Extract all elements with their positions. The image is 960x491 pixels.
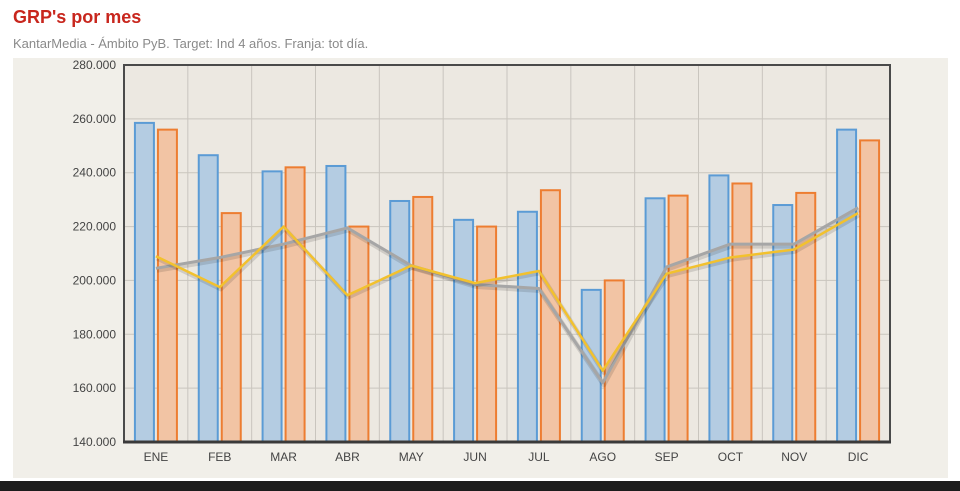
bar-series-b [220,212,242,443]
chart-title: GRP's por mes [13,7,142,27]
bar-series-a [644,197,666,443]
line-series-yellow [155,212,859,372]
bar-series-a [453,218,475,443]
bar-series-a [772,204,794,443]
x-tick-label: OCT [718,450,744,464]
bar-series-b [667,194,689,443]
chart-subtitle: KantarMedia - Ámbito PyB. Target: Ind 4 … [13,36,369,51]
x-tick-label: JUN [463,450,486,464]
line-series-gray [155,206,859,385]
x-tick-label: ABR [335,450,360,464]
bar-series-b [284,166,306,443]
x-tick-label: JUL [528,450,550,464]
y-tick-label: 220.000 [73,220,117,234]
y-tick-label: 240.000 [73,166,117,180]
bar-series-a [516,210,538,443]
x-tick-label: NOV [781,450,807,464]
bottom-strip [0,481,960,491]
bar-series-b [156,128,178,443]
x-tick-label: ENE [144,450,169,464]
x-tick-label: DIC [848,450,869,464]
bar-series-b [731,182,753,443]
bar-series-a [133,121,155,444]
bar-series-a [389,199,411,443]
bar-series-b [795,191,817,443]
line-series-yellow-shadow [155,213,861,375]
bar-series-a [836,128,858,443]
grp-chart: 140.000 160.000 180.000 200.000 220.000 240.0… [73,58,891,464]
x-tick-label: MAY [399,450,424,464]
bar-series-b [859,139,881,444]
y-tick-label: 160.000 [73,381,117,395]
y-tick-label: 180.000 [73,327,117,341]
x-tick-label: FEB [208,450,231,464]
bar-series-a [197,154,219,443]
bar-series-a [261,170,283,443]
bar-series-a [325,164,347,443]
x-tick-label: SEP [655,450,679,464]
bar-series-b [348,225,370,443]
y-tick-label: 280.000 [73,58,117,72]
y-tick-label: 140.000 [73,435,117,449]
line-series-gray-shadow [156,207,861,388]
bar-series-a [708,174,730,444]
chart-panel: 140.000 160.000 180.000 200.000 220.000 240.0… [13,58,948,478]
bar-series-b [476,225,498,443]
y-tick-label: 260.000 [73,112,117,126]
y-tick-label: 200.000 [73,273,117,287]
x-tick-label: MAR [270,450,297,464]
x-tick-label: AGO [589,450,616,464]
bar-series-b [412,195,434,443]
